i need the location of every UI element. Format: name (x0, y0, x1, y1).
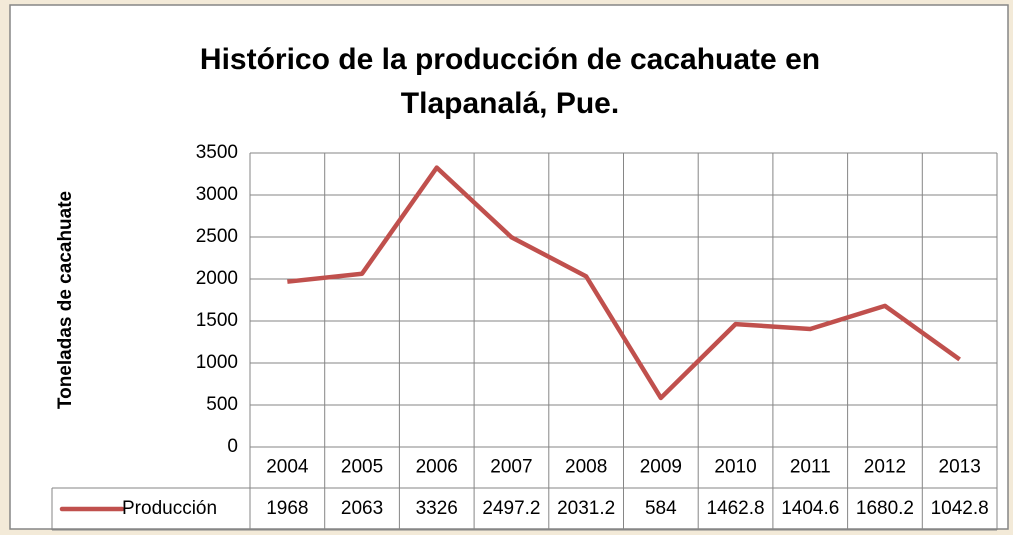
table-value: 1404.6 (781, 498, 839, 519)
x-tick-label: 2006 (416, 457, 458, 478)
x-tick-label: 2009 (640, 457, 682, 478)
chart-area (9, 4, 1009, 530)
chart-title: Histórico de la producción de cacahuate … (199, 43, 821, 120)
x-tick-label: 2012 (864, 457, 906, 478)
legend-label: Producción (122, 498, 217, 519)
y-tick-label: 2000 (196, 268, 238, 289)
table-value: 584 (645, 498, 677, 519)
y-tick-label: 1500 (196, 310, 238, 331)
table-value: 2497.2 (482, 498, 540, 519)
y-tick-label: 3000 (196, 184, 238, 205)
x-tick-label: 2010 (714, 457, 756, 478)
table-value: 1680.2 (856, 498, 914, 519)
data-line (287, 165, 961, 401)
x-tick-label: 2013 (939, 457, 981, 478)
y-tick-label: 2500 (196, 226, 238, 247)
y-axis-label: Toneladas de cacahuate (55, 191, 76, 409)
table-value: 2063 (341, 498, 383, 519)
y-tick-label: 3500 (196, 142, 238, 163)
table-value: 1042.8 (931, 498, 989, 519)
x-tick-label: 2007 (490, 457, 532, 478)
x-tick-label: 2008 (565, 457, 607, 478)
table-value: 3326 (416, 498, 458, 519)
x-tick-label: 2004 (266, 457, 309, 478)
table-value: 1462.8 (706, 498, 764, 519)
y-tick-label: 1000 (196, 352, 238, 373)
table-value: 1968 (266, 498, 308, 519)
y-tick-label: 0 (227, 436, 238, 457)
table-value: 2031.2 (557, 498, 615, 519)
y-tick-label: 500 (206, 394, 238, 415)
x-tick-label: 2005 (341, 457, 383, 478)
x-tick-label: 2011 (790, 457, 831, 478)
